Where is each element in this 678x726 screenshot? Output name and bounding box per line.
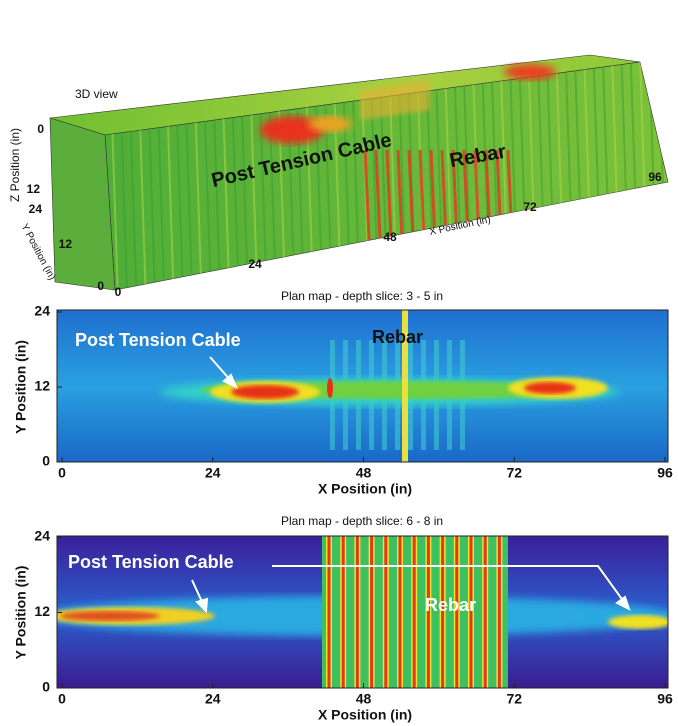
- x-tick-label: 72: [506, 465, 522, 481]
- y-tick-label: 12: [34, 378, 50, 394]
- x-tick-label: 72: [506, 691, 522, 707]
- y-tick-label: 24: [29, 202, 43, 216]
- annotation: Post Tension Cable: [68, 552, 234, 572]
- y-tick-label: 24: [34, 303, 50, 319]
- x-tick-label: 96: [648, 170, 662, 184]
- texture: [399, 536, 402, 688]
- figure: 3D view Z Position (in) Y Position (in) X P…: [0, 0, 678, 726]
- x-axis-label: X Position (in): [318, 707, 412, 723]
- texture: [356, 536, 359, 688]
- y-tick-label: 0: [97, 279, 104, 293]
- y-axis-label: Y Position (in): [13, 566, 29, 660]
- x-tick-label: 0: [58, 691, 66, 707]
- x-tick-label: 24: [205, 691, 221, 707]
- annotation: Rebar: [425, 595, 476, 615]
- annotation: Post Tension Cable: [75, 330, 241, 350]
- panel-title: Plan map - depth slice: 3 - 5 in: [281, 289, 443, 303]
- x-tick-label: 0: [58, 465, 66, 481]
- y-axis-label: Y Position (in): [13, 340, 29, 434]
- panel-title: Plan map - depth slice: 6 - 8 in: [281, 514, 443, 528]
- x-tick-label: 72: [523, 200, 537, 214]
- z-tick-label: 0: [37, 122, 44, 136]
- annotation: Rebar: [372, 327, 423, 347]
- x-axis-label: X Position (in): [318, 481, 412, 497]
- texture: [342, 536, 345, 688]
- texture: [498, 536, 501, 688]
- panel-title: 3D view: [75, 87, 118, 101]
- block-3d: [50, 55, 668, 300]
- x-tick-label: 48: [383, 230, 397, 244]
- texture: [413, 536, 416, 688]
- y-tick-label: 0: [42, 679, 50, 695]
- z-tick-label: 12: [27, 182, 41, 196]
- texture: [484, 536, 487, 688]
- y-tick-label: 24: [34, 528, 50, 544]
- y-tick-label: 12: [59, 237, 73, 251]
- z-axis-label: Z Position (in): [8, 128, 22, 202]
- y-axis-label: Y Position (in): [18, 222, 57, 282]
- texture: [370, 536, 373, 688]
- y-tick-label: 12: [34, 603, 50, 619]
- x-tick-label: 0: [115, 285, 122, 299]
- x-tick-label: 96: [657, 465, 673, 481]
- x-tick-label: 24: [205, 465, 221, 481]
- x-tick-label: 48: [356, 691, 372, 707]
- x-tick-label: 96: [657, 691, 673, 707]
- x-tick-label: 24: [248, 257, 262, 271]
- x-tick-label: 48: [356, 465, 372, 481]
- texture: [384, 536, 387, 688]
- y-tick-label: 0: [42, 453, 50, 469]
- texture: [328, 536, 331, 688]
